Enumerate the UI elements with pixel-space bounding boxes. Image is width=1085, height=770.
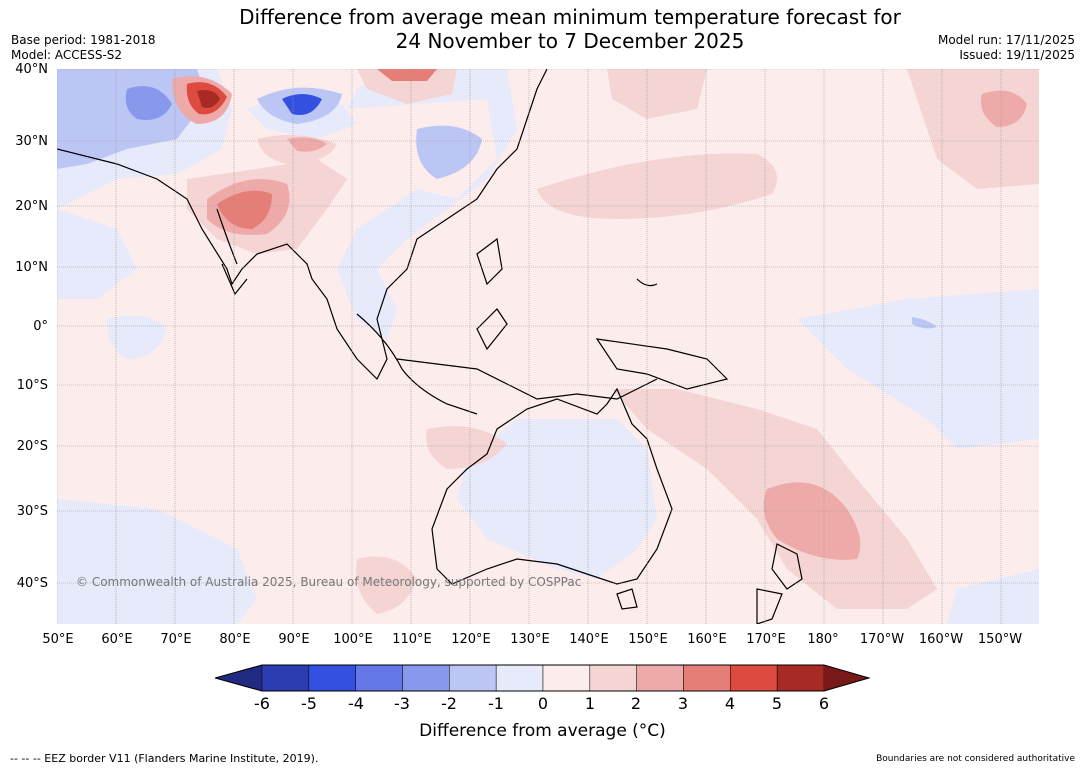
lon-label: 80°E	[219, 632, 251, 647]
colorbar-tick: 1	[584, 694, 596, 713]
colorbar-cell	[308, 664, 356, 692]
lat-label: 0°	[33, 319, 48, 334]
lon-label: 110°E	[392, 632, 432, 647]
colorbar-cell	[495, 664, 544, 692]
lon-label: 100°E	[333, 632, 373, 647]
colorbar-tick: -2	[441, 694, 457, 713]
colorbar-under-arrow	[215, 665, 262, 691]
lon-label: 170°W	[859, 632, 905, 647]
colorbar-cell	[776, 664, 825, 692]
lon-label: 170°E	[746, 632, 786, 647]
lat-label: 40°S	[16, 576, 48, 591]
lon-label: 120°E	[451, 632, 491, 647]
anomaly-map	[57, 69, 1039, 624]
colorbar	[215, 664, 871, 692]
colorbar-tick: 5	[771, 694, 783, 713]
lon-label: 160°E	[687, 632, 727, 647]
copyright-notice: © Commonwealth of Australia 2025, Bureau…	[76, 575, 582, 589]
colorbar-over-arrow	[824, 665, 869, 691]
colorbar-cell	[449, 664, 497, 692]
lat-label: 10°N	[15, 260, 48, 275]
lon-label: 90°E	[278, 632, 310, 647]
lat-label: 30°N	[15, 134, 48, 149]
colorbar-tick: -4	[348, 694, 364, 713]
colorbar-tick: -3	[394, 694, 410, 713]
eez-legend: -- -- -- EEZ border V11 (Flanders Marine…	[10, 752, 319, 765]
lon-label: 160°W	[918, 632, 964, 647]
lon-label: 60°E	[101, 632, 133, 647]
model-run: Model run: 17/11/2025	[937, 33, 1075, 47]
colorbar-tick: 2	[630, 694, 642, 713]
colorbar-tick: -1	[488, 694, 504, 713]
boundary-disclaimer: Boundaries are not considered authoritat…	[876, 754, 1075, 764]
colorbar-tick: 6	[818, 694, 830, 713]
lat-label: 20°N	[15, 199, 48, 214]
model-name: Model: ACCESS-S2	[11, 48, 123, 62]
lat-label: 10°S	[16, 378, 48, 393]
colorbar-cell	[402, 664, 450, 692]
lat-label: 20°S	[16, 439, 48, 454]
cool-anomaly-regions	[57, 69, 1039, 624]
colorbar-tick: 0	[537, 694, 549, 713]
lat-label: 40°N	[15, 62, 48, 77]
map-title-line2: 24 November to 7 December 2025	[395, 29, 745, 53]
colorbar-cell	[261, 664, 310, 692]
lon-label: 140°E	[569, 632, 609, 647]
lon-label: 150°E	[628, 632, 668, 647]
colorbar-cell	[355, 664, 403, 692]
lon-label: 50°E	[42, 632, 74, 647]
colorbar-tick: 4	[724, 694, 736, 713]
graticule	[57, 69, 1039, 624]
lon-label: 130°E	[510, 632, 550, 647]
lon-label: 150°W	[977, 632, 1023, 647]
colorbar-tick: 3	[677, 694, 689, 713]
warm-anomaly-regions	[172, 69, 1039, 614]
colorbar-cell	[589, 664, 637, 692]
colorbar-tick: -6	[254, 694, 270, 713]
lat-label: 30°S	[16, 504, 48, 519]
colorbar-cell	[636, 664, 684, 692]
lon-label: 180°	[807, 632, 839, 647]
issued-date: Issued: 19/11/2025	[959, 48, 1075, 62]
colorbar-cell	[683, 664, 731, 692]
colorbar-title: Difference from average (°C)	[419, 721, 666, 741]
lon-label: 70°E	[160, 632, 192, 647]
map-title-line1: Difference from average mean minimum tem…	[239, 5, 901, 29]
coastlines	[57, 69, 803, 624]
colorbar-cell	[730, 664, 778, 692]
base-period: Base period: 1981-2018	[11, 33, 156, 47]
colorbar-cell	[542, 664, 591, 692]
colorbar-tick: -5	[301, 694, 317, 713]
